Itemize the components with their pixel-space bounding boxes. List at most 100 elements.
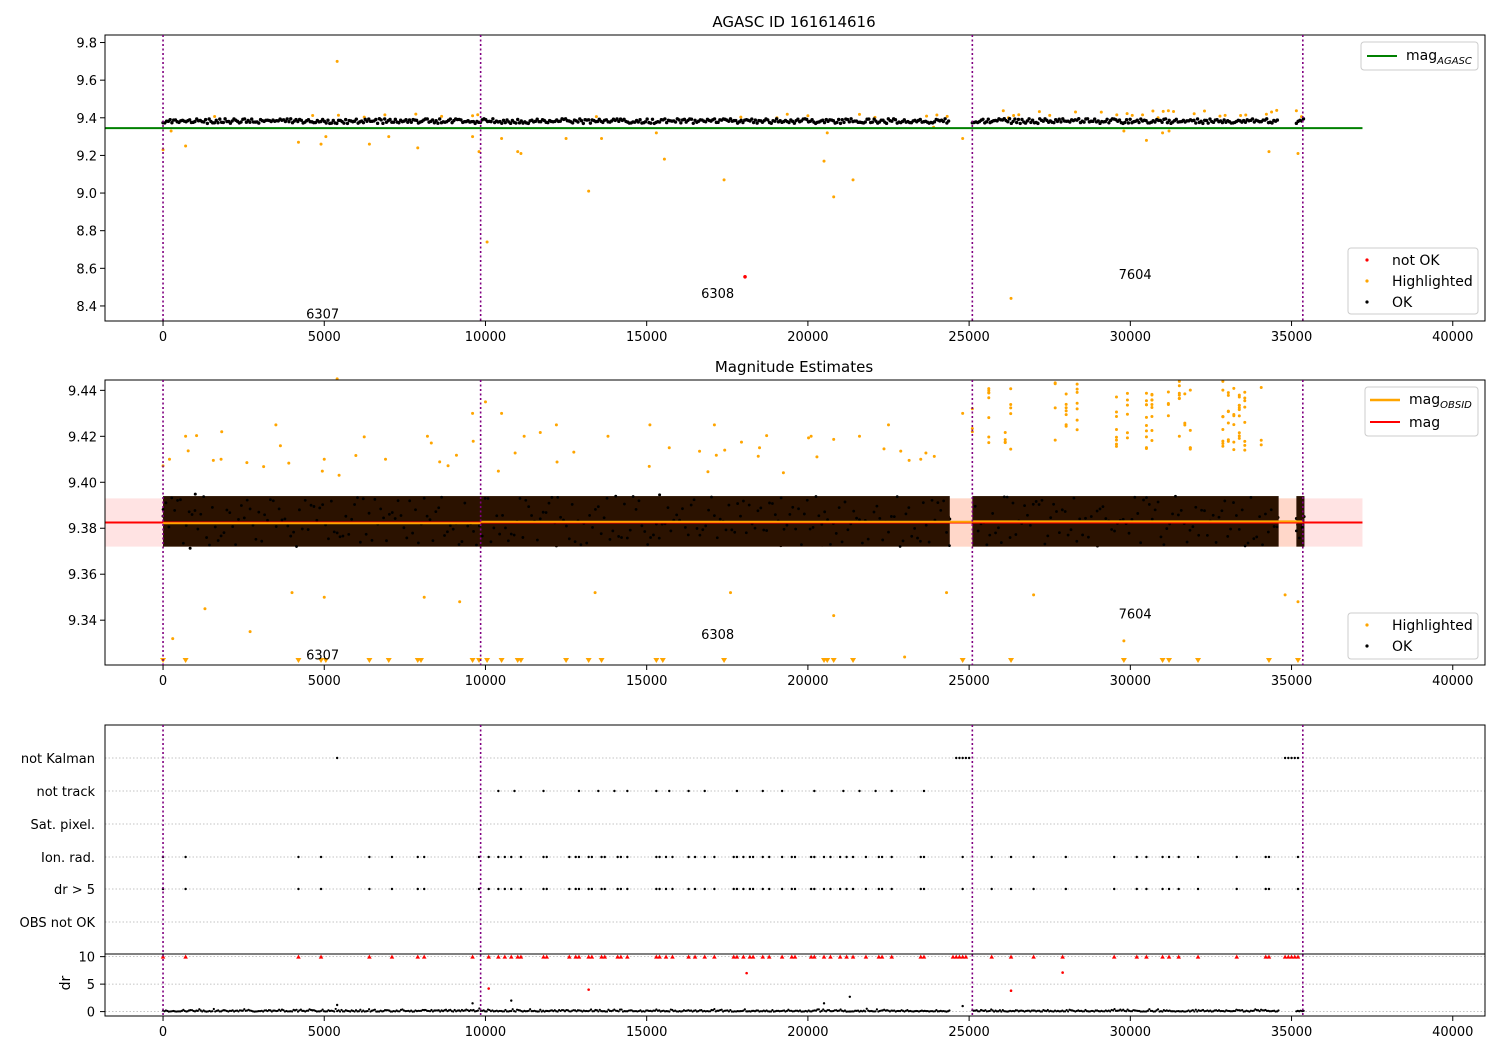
highlighted-point bbox=[1296, 600, 1300, 604]
flag-point bbox=[477, 887, 481, 891]
dr-point bbox=[1252, 1009, 1255, 1012]
dr-clipped-marker bbox=[415, 954, 421, 959]
ok-point bbox=[1084, 516, 1087, 520]
highlighted-outlier bbox=[1122, 129, 1126, 133]
ok-point bbox=[1123, 120, 1127, 125]
flag-point bbox=[922, 887, 926, 891]
flag-point bbox=[1177, 887, 1180, 891]
ok-point bbox=[260, 539, 264, 543]
highlighted-point bbox=[1144, 423, 1148, 427]
flag-point bbox=[477, 855, 481, 859]
highlighted-point bbox=[1221, 428, 1225, 432]
flag-point bbox=[964, 756, 968, 760]
flag-point bbox=[851, 887, 855, 891]
clipped-low-marker bbox=[830, 658, 837, 663]
ok-point bbox=[707, 508, 710, 512]
dr-point bbox=[1194, 1008, 1197, 1011]
ok-point bbox=[245, 498, 249, 502]
flag-point bbox=[668, 789, 671, 793]
ok-point bbox=[715, 536, 719, 540]
ok-point bbox=[881, 538, 885, 542]
flag-point bbox=[813, 789, 816, 793]
ok-point bbox=[428, 518, 432, 522]
ok-point bbox=[491, 117, 495, 121]
dr-clipped-marker bbox=[541, 954, 546, 959]
ok-point bbox=[1171, 512, 1174, 516]
dr-point bbox=[1196, 1010, 1199, 1013]
highlighted-point bbox=[1166, 390, 1170, 394]
highlighted-point bbox=[832, 437, 836, 441]
dr-point bbox=[1122, 1008, 1125, 1011]
highlighted-point bbox=[932, 454, 936, 458]
highlighted-point bbox=[1202, 109, 1206, 113]
highlighted-point bbox=[1259, 386, 1263, 390]
ok-point bbox=[810, 117, 814, 122]
ok-point bbox=[570, 121, 575, 125]
legend-highlighted-label: Highlighted bbox=[1392, 274, 1473, 290]
ok-point bbox=[1130, 517, 1134, 521]
ok-point bbox=[1201, 121, 1205, 126]
highlighted-point bbox=[1150, 414, 1154, 418]
highlighted-point bbox=[471, 439, 475, 443]
flag-point bbox=[748, 887, 752, 891]
highlighted-outlier bbox=[500, 136, 504, 140]
dr-clipped-marker bbox=[1282, 954, 1288, 959]
ok-point bbox=[611, 529, 615, 533]
ok-point bbox=[176, 499, 179, 502]
ok-point bbox=[945, 531, 948, 534]
ok-point bbox=[512, 533, 516, 537]
highlighted-point bbox=[322, 595, 326, 599]
ok-point bbox=[836, 117, 841, 122]
dr-point bbox=[449, 1008, 452, 1011]
ok-point bbox=[239, 504, 243, 507]
clipped-low-marker bbox=[469, 658, 476, 663]
highlighted-point bbox=[1053, 382, 1057, 386]
ok-point bbox=[1270, 121, 1274, 125]
dr-point bbox=[727, 1010, 731, 1013]
ok-point bbox=[443, 534, 446, 537]
highlighted-point bbox=[1150, 428, 1154, 432]
flag-point bbox=[600, 887, 603, 891]
highlighted-point bbox=[1294, 109, 1298, 113]
ok-point bbox=[845, 117, 850, 122]
highlighted-point bbox=[513, 451, 517, 455]
ok-point bbox=[863, 120, 867, 124]
dr-point bbox=[1125, 1010, 1128, 1013]
ok-point bbox=[774, 117, 779, 121]
ok-point bbox=[1191, 525, 1195, 529]
highlighted-point bbox=[903, 655, 907, 659]
ok-point bbox=[353, 503, 356, 506]
ok-point bbox=[480, 534, 484, 538]
ok-point bbox=[773, 513, 777, 517]
ok-point bbox=[1101, 505, 1105, 509]
dr-clipped-marker bbox=[496, 954, 501, 959]
dr-point bbox=[428, 1010, 432, 1013]
ok-point bbox=[321, 503, 325, 506]
ok-point bbox=[564, 524, 568, 528]
ok-point bbox=[486, 497, 490, 500]
ok-point bbox=[1066, 533, 1070, 537]
ok-point bbox=[286, 524, 290, 528]
clipped-low-marker bbox=[563, 658, 570, 663]
x-tick-label-30000: 30000 bbox=[1110, 1025, 1151, 1040]
ok-point bbox=[646, 543, 650, 546]
ok-point bbox=[448, 524, 452, 528]
highlighted-point bbox=[781, 471, 785, 475]
flag-point bbox=[574, 887, 577, 891]
ok-point bbox=[390, 511, 394, 514]
dr-clipped-marker bbox=[686, 954, 691, 959]
ok-point bbox=[1136, 512, 1140, 515]
flag-point bbox=[761, 789, 764, 793]
ok-point bbox=[361, 497, 365, 501]
highlighted-point bbox=[987, 391, 991, 395]
highlighted-point bbox=[1075, 382, 1079, 386]
ok-point bbox=[188, 546, 192, 550]
ok-point bbox=[785, 523, 789, 527]
ok-point bbox=[755, 121, 759, 125]
flag-point bbox=[497, 789, 500, 793]
flag-point bbox=[519, 855, 523, 859]
dr-clipped-marker bbox=[160, 954, 166, 959]
ok-point bbox=[739, 514, 742, 518]
highlighted-point bbox=[213, 114, 217, 118]
y-tick-label: 9.44 bbox=[68, 384, 97, 399]
